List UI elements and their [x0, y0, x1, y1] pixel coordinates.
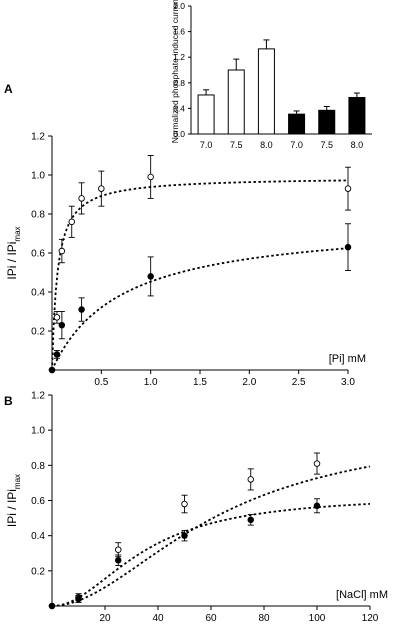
inset-y-tick-label: 2.0: [173, 1, 185, 11]
panel-a-y-tick-label: 0.6: [31, 249, 45, 260]
inset-bar: [288, 113, 306, 135]
panel-b-x-tick-label: 60: [205, 613, 217, 624]
panel-a-series-filled-point: [344, 243, 352, 251]
panel-a-series-open-point: [53, 314, 61, 321]
inset-y-axis-label: Normalized phosphate-induced current: [170, 0, 180, 143]
panel-a-y-tick-label: 0.4: [31, 288, 45, 299]
panel-a-series-filled-point: [53, 351, 61, 358]
inset-x-tick-label: 8.0: [260, 140, 273, 150]
panel-b-panel-label: B: [4, 394, 13, 408]
panel-b-series-open-point: [181, 500, 188, 508]
inset-x-tick-label: 7.0: [290, 140, 303, 150]
panel-a-series-filled-point: [78, 306, 85, 313]
panel-b-series-filled-point: [75, 595, 82, 603]
panel-b-y-tick-label: 1.2: [31, 391, 45, 402]
panel-b-series-filled-point: [181, 532, 188, 539]
panel-a-y-axis-label-sub: max: [13, 226, 22, 241]
panel-b-series-filled-point: [48, 602, 56, 610]
panel-a-y-tick-label: 1.2: [31, 132, 45, 143]
inset-bar: [227, 69, 245, 135]
panel-a-y-tick-label: 0.2: [31, 327, 45, 338]
panel-a-series-filled-point: [58, 321, 66, 329]
panel-a-y-tick-label: 0.8: [31, 210, 45, 221]
panel-a-x-tick-label: 2.0: [242, 377, 256, 388]
panel-b-y-axis-label-main: IPi / IPi: [5, 489, 19, 527]
inset-y-tick-label: 1.2: [173, 52, 185, 62]
panel-b-x-tick-label: 100: [309, 613, 326, 624]
panel-b-x-tick-label: 120: [362, 613, 379, 624]
panel-b-y-tick-label: 0.6: [31, 496, 45, 507]
panel-a-series-filled-point: [147, 273, 154, 280]
panel-b-series-filled-point: [247, 516, 254, 524]
inset-bar: [318, 109, 336, 135]
panel-b-series-open-point: [247, 476, 254, 483]
panel-b-x-tick-label: 20: [99, 613, 111, 624]
panel-a-series-open-point: [68, 218, 75, 226]
panel-a-series-open-point: [58, 247, 66, 255]
panel-a-series-open-fit-curve: [51, 179, 349, 371]
panel-b-series-filled-point: [114, 557, 122, 564]
panel-b-x-tick-label: 40: [152, 613, 164, 624]
panel-a-series-filled-fit-curve: [51, 247, 349, 371]
panel-b-y-tick-label: 0.8: [31, 461, 45, 472]
panel-a-x-tick-label: 1.5: [193, 377, 207, 388]
inset-bar: [348, 97, 366, 135]
panel-b-y-axis-label-sub: max: [13, 474, 22, 489]
panel-b-series-open-point: [313, 460, 321, 467]
inset-x-tick-label: 7.5: [320, 140, 333, 150]
panel-a-x-axis-label: [Pi] mM: [329, 353, 366, 365]
panel-a-panel-label: A: [4, 82, 13, 96]
panel-b-x-axis-label: [NaCl] mM: [336, 589, 388, 601]
panel-b-x-tick-label: 80: [258, 613, 270, 624]
inset-y-tick-label: 0.4: [173, 103, 185, 113]
panel-a-series-open-point: [147, 173, 154, 181]
panel-b-series-open-fit-curve: [51, 465, 371, 607]
inset-bar: [257, 48, 275, 135]
panel-a-chart: A 0.2 0.4 0.6 0.8 1.0 1.2 0.5 1.0 1.5 2.0 2.5 3.0 [Pi…: [4, 82, 366, 388]
panel-b-y-axis-label: IPi / IPimax: [5, 474, 22, 527]
panel-a-x-tick-label: 1.0: [144, 377, 158, 388]
panel-a-x-tick-label: 0.5: [94, 377, 108, 388]
inset-y-tick-label: 1.6: [173, 27, 185, 37]
panel-a-y-tick-label: 1.0: [31, 171, 45, 182]
panel-b-y-tick-label: 0.2: [31, 566, 45, 577]
panel-a-series-filled-point: [48, 366, 56, 374]
panel-b-series-filled-point: [313, 502, 321, 510]
inset-x-tick-label: 8.0: [351, 140, 364, 150]
panel-a-y-axis-label-main: IPi / IPi: [5, 242, 19, 280]
inset-x-tick-label: 7.5: [230, 140, 243, 150]
panel-b-chart: B 0.2 0.4 0.6 0.8 1.0 1.2 20 40 60 80 100 120 [NaCl] …: [4, 391, 388, 625]
panel-a-y-axis-label: IPi / IPimax: [5, 226, 22, 279]
panel-a-series-open-point: [344, 185, 352, 192]
panel-a-series-open-point: [98, 185, 105, 192]
panel-b-y-tick-label: 1.0: [31, 426, 45, 437]
inset-y-tick-label: 0.0: [173, 129, 185, 139]
panel-b-series-open-point: [114, 546, 122, 553]
inset-x-tick-label: 7.0: [200, 140, 213, 150]
panel-a-x-tick-label: 3.0: [341, 377, 355, 388]
panel-b-y-tick-label: 0.4: [31, 531, 45, 542]
inset-bar: [197, 94, 215, 135]
panel-a-series-open-point: [78, 195, 85, 202]
inset-y-tick-label: 0.8: [173, 78, 185, 88]
panel-b-series-filled-fit-curve: [51, 503, 371, 607]
panel-a-x-tick-label: 2.5: [292, 377, 306, 388]
